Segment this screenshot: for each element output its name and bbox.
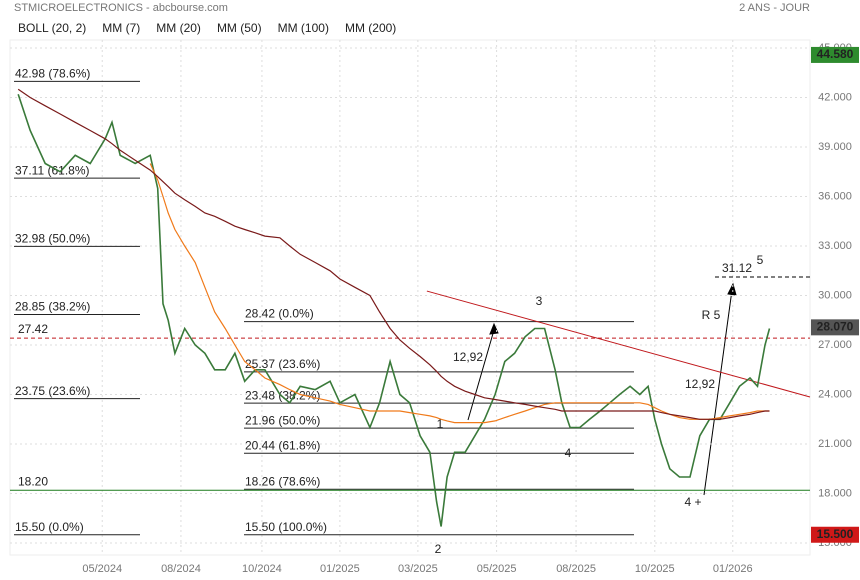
annotation: 3 bbox=[536, 294, 543, 308]
annotation: 4 bbox=[565, 446, 572, 460]
fib-label: 18.26 (78.6%) bbox=[245, 474, 320, 488]
legend-entry: MM (20) bbox=[156, 21, 201, 35]
x-tick-label: 05/2025 bbox=[477, 563, 517, 575]
y-tick-label: 30.000 bbox=[818, 289, 852, 301]
trendline bbox=[426, 290, 811, 398]
fib-label: 15.50 (0.0%) bbox=[15, 520, 84, 534]
fib-label: 32.98 (50.0%) bbox=[15, 232, 90, 246]
chart-title: STMICROELECTRONICS - abcbourse.com bbox=[14, 2, 228, 14]
fib-label: 15.50 (100.0%) bbox=[245, 520, 327, 534]
chart-subtitle: 2 ANS - JOUR bbox=[739, 2, 810, 14]
legend-entry: MM (200) bbox=[345, 21, 396, 35]
arrows bbox=[467, 282, 737, 496]
y-tick-label: 39.000 bbox=[818, 141, 852, 153]
y-tick-label: 42.000 bbox=[818, 91, 852, 103]
legend-entry: MM (50) bbox=[217, 21, 262, 35]
price-tag-label: 44.580 bbox=[817, 47, 854, 61]
y-tick-label: 24.000 bbox=[818, 388, 852, 400]
price-tag-label: 28.070 bbox=[817, 320, 854, 334]
level-label: 27.42 bbox=[18, 322, 48, 336]
fib-label: 25.37 (23.6%) bbox=[245, 357, 320, 371]
price-tag bbox=[811, 319, 859, 336]
annotation: 5 bbox=[757, 253, 764, 267]
legend-entry: MM (100) bbox=[278, 21, 329, 35]
fib-label: 42.98 (78.6%) bbox=[15, 67, 90, 81]
annotation: 12,92 bbox=[685, 377, 715, 391]
annotation: 2 bbox=[435, 542, 442, 556]
annotation: 4 + bbox=[684, 495, 701, 509]
fib-label: 28.42 (0.0%) bbox=[245, 307, 314, 321]
arrow bbox=[467, 329, 495, 421]
arrow bbox=[703, 289, 733, 496]
fib-label: 28.85 (38.2%) bbox=[15, 300, 90, 314]
y-tick-label: 27.000 bbox=[818, 339, 852, 351]
y-tick-label: 36.000 bbox=[818, 190, 852, 202]
fib-label: 21.96 (50.0%) bbox=[245, 413, 320, 427]
legend-entry: BOLL (20, 2) bbox=[18, 21, 86, 35]
x-tick-label: 10/2024 bbox=[242, 563, 282, 575]
annotation: 1 bbox=[437, 417, 444, 431]
x-tick-label: 08/2024 bbox=[161, 563, 201, 575]
arrow-head bbox=[489, 322, 499, 335]
plot-frame bbox=[9, 39, 811, 556]
y-tick-label: 33.000 bbox=[818, 240, 852, 252]
annotation: R 5 bbox=[702, 308, 721, 322]
fib-label: 37.11 (61.8%) bbox=[15, 163, 90, 177]
series-line bbox=[17, 93, 771, 527]
arrow-head bbox=[727, 282, 737, 296]
x-tick-label: 08/2025 bbox=[556, 563, 596, 575]
price-tag-label: 15.500 bbox=[817, 527, 854, 541]
fib-label: 20.44 (61.8%) bbox=[245, 438, 320, 452]
fib-label: 23.75 (23.6%) bbox=[15, 384, 90, 398]
annotation: 12,92 bbox=[453, 350, 483, 364]
legend-entry: MM (7) bbox=[102, 21, 140, 35]
x-tick-label: 01/2026 bbox=[713, 563, 753, 575]
x-tick-label: 10/2025 bbox=[635, 563, 675, 575]
x-tick-label: 03/2025 bbox=[398, 563, 438, 575]
x-tick-label: 01/2025 bbox=[320, 563, 360, 575]
y-tick-label: 18.000 bbox=[818, 487, 852, 499]
level-label: 18.20 bbox=[18, 474, 48, 488]
fib-label: 23.48 (38.2%) bbox=[245, 388, 320, 402]
x-tick-label: 05/2024 bbox=[82, 563, 122, 575]
y-tick-label: 21.000 bbox=[818, 438, 852, 450]
series-line bbox=[17, 88, 770, 420]
price-tag bbox=[811, 46, 859, 63]
level-label: 31.12 bbox=[722, 261, 752, 275]
price-tag bbox=[811, 526, 859, 543]
